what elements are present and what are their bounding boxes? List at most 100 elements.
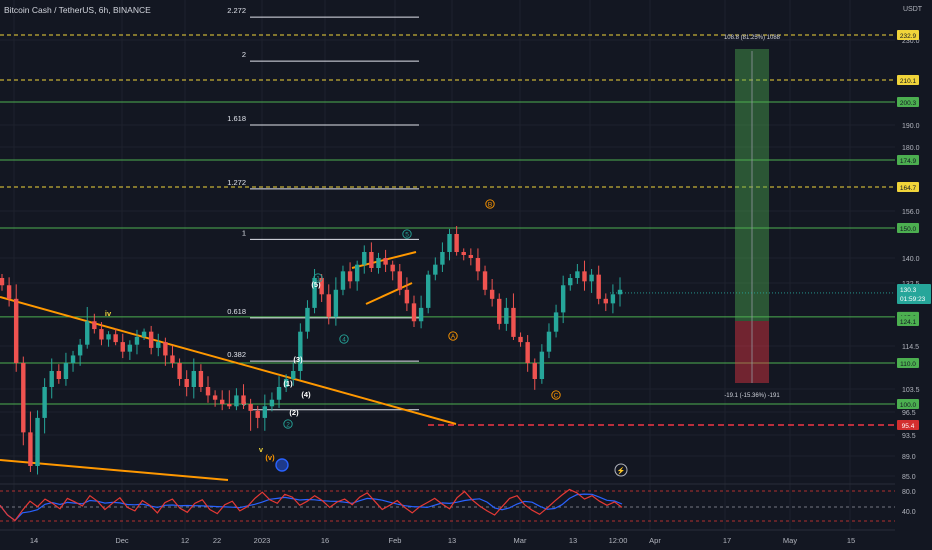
grid	[0, 0, 895, 530]
symbol-title: Bitcoin Cash / TetherUS, 6h, BINANCE	[4, 5, 151, 15]
wave-label: 4	[342, 336, 346, 343]
wave-label: 5	[405, 231, 409, 238]
candle-body	[120, 342, 125, 352]
candle-body	[369, 252, 374, 268]
stop-label: -19.1 (-15.36%) -191	[724, 393, 780, 399]
candle-body	[177, 363, 182, 379]
rsi-tick-label: 40.0	[902, 509, 916, 516]
candle-body	[546, 331, 552, 352]
candle-body	[35, 417, 40, 466]
price-axis-bg	[895, 0, 932, 550]
candle-body	[163, 342, 168, 356]
time-tick-label: Mar	[514, 536, 527, 545]
time-tick-label: 13	[569, 536, 577, 545]
price-tag-bg	[897, 420, 919, 430]
wave-label-circle	[313, 273, 323, 283]
wave-label-circle	[485, 199, 495, 209]
candle-body	[532, 363, 537, 379]
wave-label-circle	[339, 334, 349, 344]
candle-body	[497, 298, 502, 324]
price-tag-bg	[897, 30, 919, 40]
candle-body	[191, 371, 196, 387]
candle-body	[461, 252, 466, 255]
candle-body	[511, 307, 516, 337]
candle-body	[383, 258, 388, 265]
rsi-ma-line	[0, 493, 623, 522]
candle-body	[56, 371, 62, 379]
price-tag-bg	[897, 358, 919, 368]
price-tag-text: 164.7	[900, 185, 917, 192]
candle-body	[106, 334, 111, 340]
horizontal-levels	[0, 34, 895, 426]
fib-level-label: 1.618	[227, 114, 246, 123]
candle-body	[305, 307, 310, 332]
long-position-tool[interactable]: 108.8 (81.25%) 1088 -19.1 (-15.36%) -191	[724, 35, 781, 399]
candle-body	[504, 307, 509, 324]
candle-body	[589, 274, 594, 282]
flash-glyph: ⚡	[617, 466, 626, 475]
candle-body	[283, 379, 289, 387]
dividend-icon	[275, 458, 289, 472]
fib-level-label: 1	[242, 228, 246, 237]
candle-body	[14, 298, 19, 363]
price-tick-label: 190.0	[902, 123, 920, 130]
wave-label: (2)	[289, 408, 299, 417]
candle-body	[269, 399, 275, 407]
price-tag-bg	[897, 182, 919, 192]
currency-label: USDT	[903, 6, 923, 13]
time-tick-label: 17	[723, 536, 731, 545]
candle-body	[376, 258, 381, 268]
candle-body	[418, 307, 424, 322]
price-tag-bg	[897, 399, 919, 409]
candle-body	[354, 264, 360, 282]
chart-icons: ⚡	[275, 458, 628, 477]
candle-body	[596, 274, 601, 299]
time-tick-label: Apr	[649, 536, 661, 545]
candle-body	[617, 289, 623, 295]
candle-body	[340, 271, 346, 290]
candle-body	[489, 289, 495, 299]
candle-body	[262, 406, 268, 418]
price-tick-label: 93.5	[902, 433, 916, 440]
price-tick-label: 156.0	[902, 209, 920, 216]
wave-label: (4)	[301, 390, 311, 399]
wave-label-circle	[283, 419, 293, 429]
price-tick-label: 180.0	[902, 145, 920, 152]
fib-level-label: 0.382	[227, 350, 246, 359]
price-tick-label: 230.0	[902, 38, 920, 45]
price-tag-bg	[897, 223, 919, 233]
current-price-bg	[897, 283, 931, 304]
price-tag-bg	[897, 316, 919, 326]
candle-body	[21, 363, 26, 433]
fib-level-label: 2	[242, 50, 246, 59]
price-axis[interactable]: USDT230.0190.0180.0156.0140.0132.5114.51…	[610, 0, 932, 550]
candle-body	[276, 387, 282, 400]
price-tag-text: 210.1	[900, 78, 917, 85]
fib-level-label: 1.272	[227, 178, 246, 187]
time-tick-label: 16	[321, 536, 329, 545]
current-price-text: 130.3	[900, 287, 917, 294]
candle-body	[560, 285, 566, 313]
wave-label-circle	[448, 331, 458, 341]
wave-label: (3)	[293, 355, 303, 364]
wedge-lower-line	[365, 282, 413, 305]
candle-body	[433, 264, 438, 275]
price-tag-text: 124.1	[900, 319, 917, 326]
candle-body	[426, 274, 431, 308]
candle-body	[234, 395, 239, 407]
candle-body	[447, 234, 452, 252]
candle-body	[42, 387, 47, 418]
time-axis[interactable]: 14 Dec 12 22 2023 16 Feb 13 Mar 13 12:00 Apr 17 May 15	[0, 529, 895, 545]
descending-trendline-lower	[0, 459, 229, 481]
countdown-text: 01:59:23	[900, 296, 926, 303]
candle-body	[70, 355, 76, 363]
candle-body	[198, 371, 204, 387]
candle-body	[610, 294, 616, 304]
rsi-pane	[0, 483, 895, 522]
candle-body	[77, 344, 83, 356]
candles	[0, 226, 623, 475]
candle-body	[298, 331, 303, 371]
target-label: 108.8 (81.25%) 1088	[724, 35, 781, 41]
